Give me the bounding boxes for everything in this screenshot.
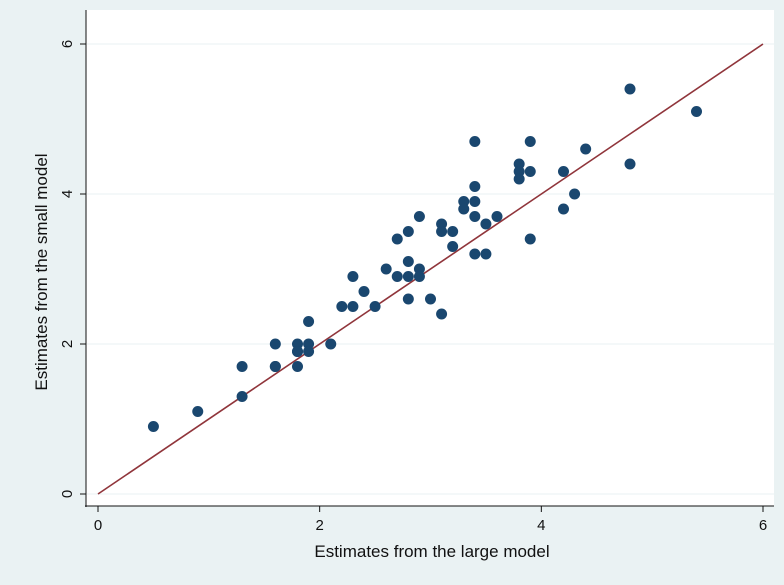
scatter-point-54 [569,188,581,200]
scatter-point-42 [469,248,481,260]
scatter-point-0 [147,421,159,432]
points-layer [147,83,702,432]
x-tick-label-3: 6 [759,517,767,534]
scatter-point-43 [480,218,492,230]
reference-line [97,43,764,495]
x-tick-label-0: 0 [94,517,102,534]
scatter-point-39 [469,181,481,192]
scatter-point-11 [303,316,315,327]
scatter-point-50 [524,166,536,177]
scatter-point-53 [558,203,569,215]
scatter-point-58 [691,106,702,117]
scatter-point-19 [369,301,381,312]
scatter-point-33 [436,308,448,320]
plot-area [86,10,774,506]
scatter-point-49 [524,136,536,147]
scatter-point-35 [447,241,459,252]
scatter-point-14 [325,338,337,350]
scatter-point-32 [436,226,448,237]
y-tick-label-1: 2 [59,340,76,348]
scatter-point-30 [425,293,436,305]
scatter-point-18 [358,286,370,297]
scatter-point-27 [413,211,425,222]
scatter-point-55 [580,143,592,155]
y-tick-label-3: 6 [59,40,76,48]
x-tick-label-1: 2 [315,517,323,534]
scatter-point-41 [469,211,481,222]
reference-line-layer [97,43,764,495]
scatter-point-21 [391,233,403,245]
y-tick-label-0: 0 [59,490,76,498]
scatter-point-26 [402,293,414,305]
x-tick-label-2: 4 [537,517,545,534]
scatter-point-29 [413,271,425,282]
scatter-point-4 [269,338,281,350]
scatter-point-17 [347,301,359,312]
scatter-point-34 [447,226,459,237]
x-axis-label: Estimates from the large model [314,542,549,561]
scatter-point-10 [292,346,303,357]
gridlines [87,43,774,495]
scatter-point-6 [269,361,281,372]
scatter-point-56 [624,83,636,95]
scatter-point-16 [347,271,359,282]
scatter-point-40 [469,196,481,207]
scatter-point-45 [491,211,503,222]
scatter-point-13 [303,346,315,357]
y-tick-label-2: 4 [59,190,76,198]
scatter-point-9 [292,361,303,372]
scatter-point-51 [524,233,536,245]
scatter-point-57 [624,158,636,170]
scatter-point-48 [513,173,525,185]
scatter-point-20 [380,263,392,275]
y-axis-label: Estimates from the small model [32,153,51,390]
scatter-point-23 [402,226,414,237]
scatter-point-52 [558,166,569,177]
scatter-point-1 [192,406,204,417]
scatter-point-25 [402,271,414,282]
scatter-point-3 [236,391,248,402]
axes [85,10,774,507]
scatter-point-15 [336,301,348,312]
scatter-point-24 [402,256,414,267]
scatter-point-22 [391,271,403,282]
scatter-point-44 [480,248,492,260]
scatter-point-37 [458,203,470,215]
ticks: 0 2 4 6 0 2 4 6 [59,40,767,534]
scatter-point-38 [469,136,481,147]
scatter-point-2 [236,361,248,372]
